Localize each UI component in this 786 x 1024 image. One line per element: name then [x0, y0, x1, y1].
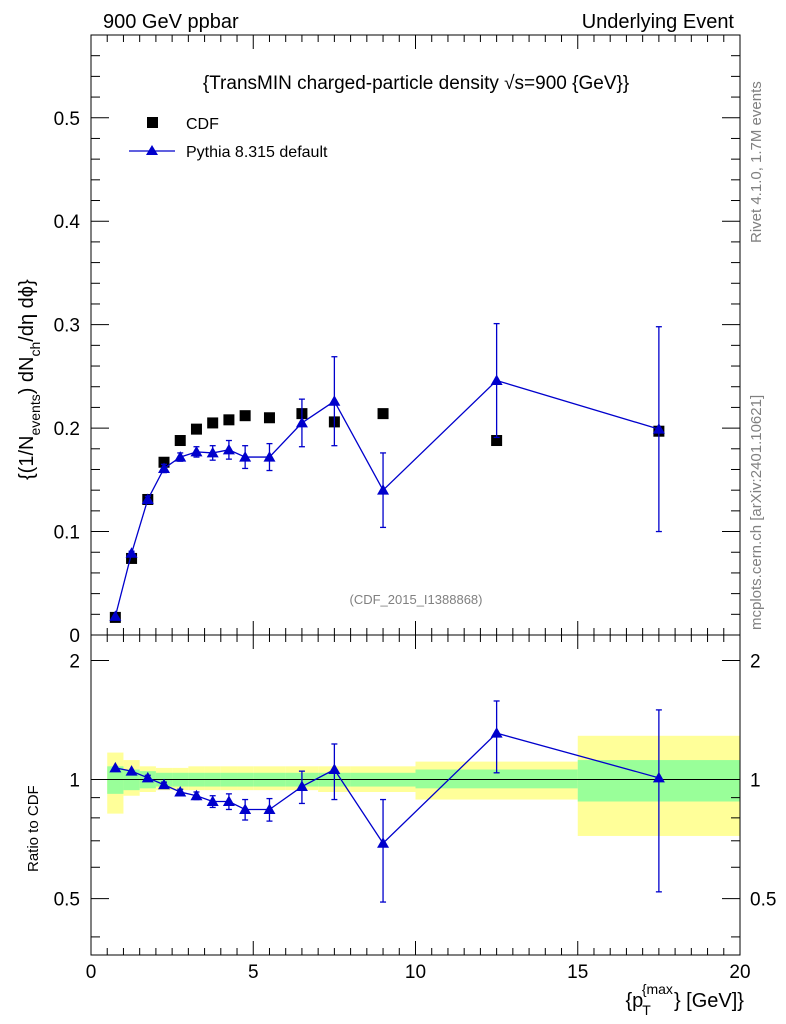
ratio-y-tick-label: 1	[69, 771, 80, 792]
top-y-tick-label: 0.2	[54, 419, 80, 440]
ratio-y-tick-label-right: 1	[750, 771, 761, 792]
header-left: 900 GeV ppbar	[103, 11, 239, 33]
x-tick-label: 10	[405, 962, 426, 983]
ratio-y-tick-label: 0.5	[54, 890, 80, 911]
pythia-point	[295, 416, 308, 428]
plot-title: {TransMIN charged-particle density √s=90…	[203, 73, 629, 94]
x-tick-label: 0	[86, 962, 97, 983]
top-panel-data	[109, 322, 665, 623]
pythia-point	[206, 446, 219, 458]
top-y-tick-label: 0.5	[54, 109, 80, 130]
ratio-y-tick-label: 2	[69, 651, 80, 672]
pythia-point	[174, 451, 187, 462]
pythia-point	[190, 445, 203, 457]
cdf-point	[207, 417, 219, 429]
rivet-version-label: Rivet 4.1.0, 1.7M events	[748, 81, 765, 243]
ratio-y-tick-label-right: 2	[750, 651, 761, 672]
pythia-point	[239, 451, 252, 462]
cdf-point	[174, 435, 186, 447]
pythia-point	[328, 395, 341, 406]
ratio-point	[158, 778, 171, 790]
x-tick-label: 20	[729, 962, 750, 983]
ratio-panel-axes: 0 5 10 15 20 0.5 0.5 1 1 2 2	[54, 634, 776, 983]
top-panel-axes: 0 0.1 0.2 0.3 0.4 0.5	[54, 34, 741, 647]
pythia-point	[158, 462, 171, 473]
legend-pythia-marker	[146, 145, 158, 155]
pythia-point	[263, 451, 276, 462]
cdf-point	[491, 435, 503, 447]
pythia-point	[125, 547, 138, 558]
ratio-inner-band	[107, 766, 124, 794]
cdf-point	[190, 423, 202, 435]
pythia-point	[141, 493, 154, 504]
cdf-point	[223, 414, 235, 426]
x-axis-label: {pT{max} [GeV]}	[625, 981, 744, 1018]
ratio-point	[222, 795, 235, 806]
pythia-point	[222, 443, 235, 455]
ratio-point	[174, 785, 187, 797]
ratio-point	[263, 803, 276, 814]
ratio-point	[190, 789, 203, 801]
pythia-point	[652, 423, 665, 434]
ratio-point	[125, 765, 138, 776]
pythia-point	[109, 610, 122, 621]
ratio-point	[141, 771, 154, 783]
cdf-point	[239, 410, 251, 422]
ratio-y-axis-label: Ratio to CDF	[25, 785, 42, 872]
top-y-tick-label: 0.1	[54, 523, 80, 544]
ratio-point	[652, 771, 665, 783]
ratio-inner-band	[415, 769, 578, 789]
ratio-point	[377, 837, 390, 848]
ratio-y-tick-label-right: 0.5	[750, 890, 776, 911]
cdf-point	[377, 408, 389, 420]
ratio-point	[239, 803, 252, 814]
analysis-id-label: (CDF_2015_I1388868)	[350, 592, 483, 607]
mcplots-credit-label: mcplots.cern.ch [arXiv:2401.10621]	[748, 395, 765, 630]
legend-cdf-label: CDF	[186, 116, 219, 133]
x-tick-label: 15	[567, 962, 588, 983]
top-y-tick-label: 0	[69, 626, 80, 647]
cdf-point	[158, 456, 170, 468]
header-right: Underlying Event	[582, 11, 735, 33]
legend-cdf-marker	[147, 117, 158, 128]
top-y-tick-label: 0.3	[54, 316, 80, 337]
legend-pythia-label: Pythia 8.315 default	[186, 144, 328, 161]
pythia-point	[490, 374, 503, 386]
pythia-point	[377, 484, 390, 495]
ratio-point	[328, 763, 341, 775]
cdf-point	[126, 552, 138, 564]
ratio-point	[206, 795, 219, 806]
ratio-point	[109, 761, 122, 773]
ratio-uncertainty-bands	[107, 735, 740, 836]
ratio-point	[490, 727, 503, 738]
ratio-point	[295, 780, 308, 792]
cdf-point	[263, 412, 275, 424]
top-y-axis-label: {(1/Nevents) dNch/dη dϕ}	[16, 279, 43, 480]
ratio-panel-data	[109, 700, 665, 903]
top-y-tick-label: 0.4	[54, 212, 81, 233]
x-tick-label: 5	[248, 962, 259, 983]
